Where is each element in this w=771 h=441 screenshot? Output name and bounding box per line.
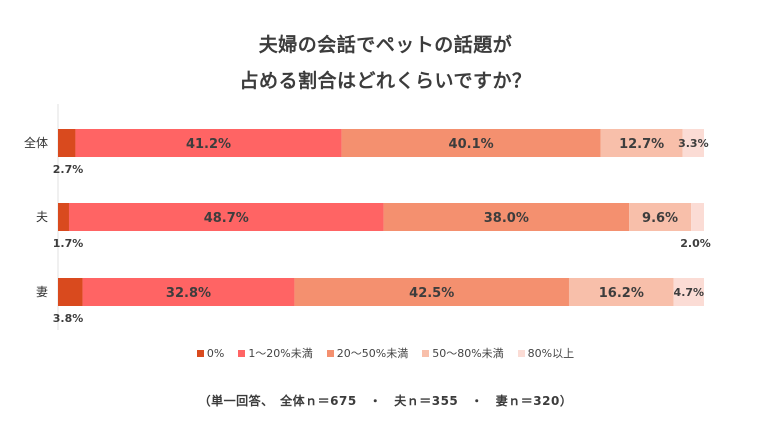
data-label: 9.6% — [642, 211, 678, 226]
data-label: 2.7% — [53, 163, 84, 176]
bar-segment — [568, 278, 674, 306]
legend-item: 0% — [196, 345, 225, 361]
data-label: 3.8% — [53, 312, 84, 325]
chart-title-line-1: 夫婦の会話でペットの話題が — [258, 34, 513, 56]
bar-segment — [75, 129, 342, 157]
bar-segment — [58, 129, 76, 157]
legend-label: 20～50%未満 — [336, 347, 409, 360]
bar-segment — [294, 278, 569, 306]
legend: 0% 1～20%未満 20～50%未満 50～80%未満 80%以上 — [0, 345, 771, 361]
bar-segment — [629, 203, 692, 231]
legend-item: 80%以上 — [517, 345, 575, 361]
data-label: 40.1% — [449, 137, 494, 152]
data-label: 38.0% — [484, 211, 529, 226]
data-label: 1.7% — [53, 237, 84, 250]
bar-segment — [682, 129, 704, 157]
legend-swatch — [517, 349, 525, 357]
legend-label: 1～20%未満 — [248, 347, 313, 360]
data-label: 48.7% — [204, 211, 249, 226]
legend-swatch — [196, 349, 204, 357]
legend-label: 50～80%未満 — [432, 347, 504, 360]
bar-segment — [341, 129, 601, 157]
data-label: 4.7% — [674, 286, 705, 299]
bar-segment — [383, 203, 630, 231]
data-label: 32.8% — [166, 286, 211, 301]
bar-segment — [600, 129, 683, 157]
bar-segment — [68, 203, 384, 231]
data-label: 41.2% — [186, 137, 231, 152]
category-label: 妻 — [36, 285, 48, 299]
data-label: 12.7% — [619, 137, 664, 152]
bar-segment — [673, 278, 704, 306]
data-label: 16.2% — [599, 286, 644, 301]
chart-title-line-2: 占める割合はどれくらいですか？ — [239, 70, 532, 92]
bar-segment — [82, 278, 295, 306]
sample-size-note: （単一回答、 全体ｎ＝675 ・ 夫ｎ＝355 ・ 妻ｎ＝320） — [198, 394, 573, 408]
bar-segment — [58, 203, 69, 231]
legend-item: 50～80%未満 — [422, 345, 504, 361]
legend-swatch — [326, 349, 334, 357]
bar-segment — [58, 278, 83, 306]
data-label: 2.0% — [680, 237, 711, 250]
legend-item: 1～20%未満 — [238, 345, 313, 361]
bar-segment — [691, 203, 704, 231]
legend-label: 80%以上 — [527, 347, 575, 360]
legend-label: 0% — [206, 346, 225, 360]
data-label: 3.3% — [678, 137, 709, 150]
legend-item: 20～50%未満 — [326, 345, 409, 361]
category-label: 全体 — [24, 135, 48, 150]
legend-swatch — [422, 349, 430, 357]
data-label: 42.5% — [409, 286, 454, 301]
category-label: 夫 — [36, 210, 48, 224]
legend-swatch — [238, 349, 246, 357]
